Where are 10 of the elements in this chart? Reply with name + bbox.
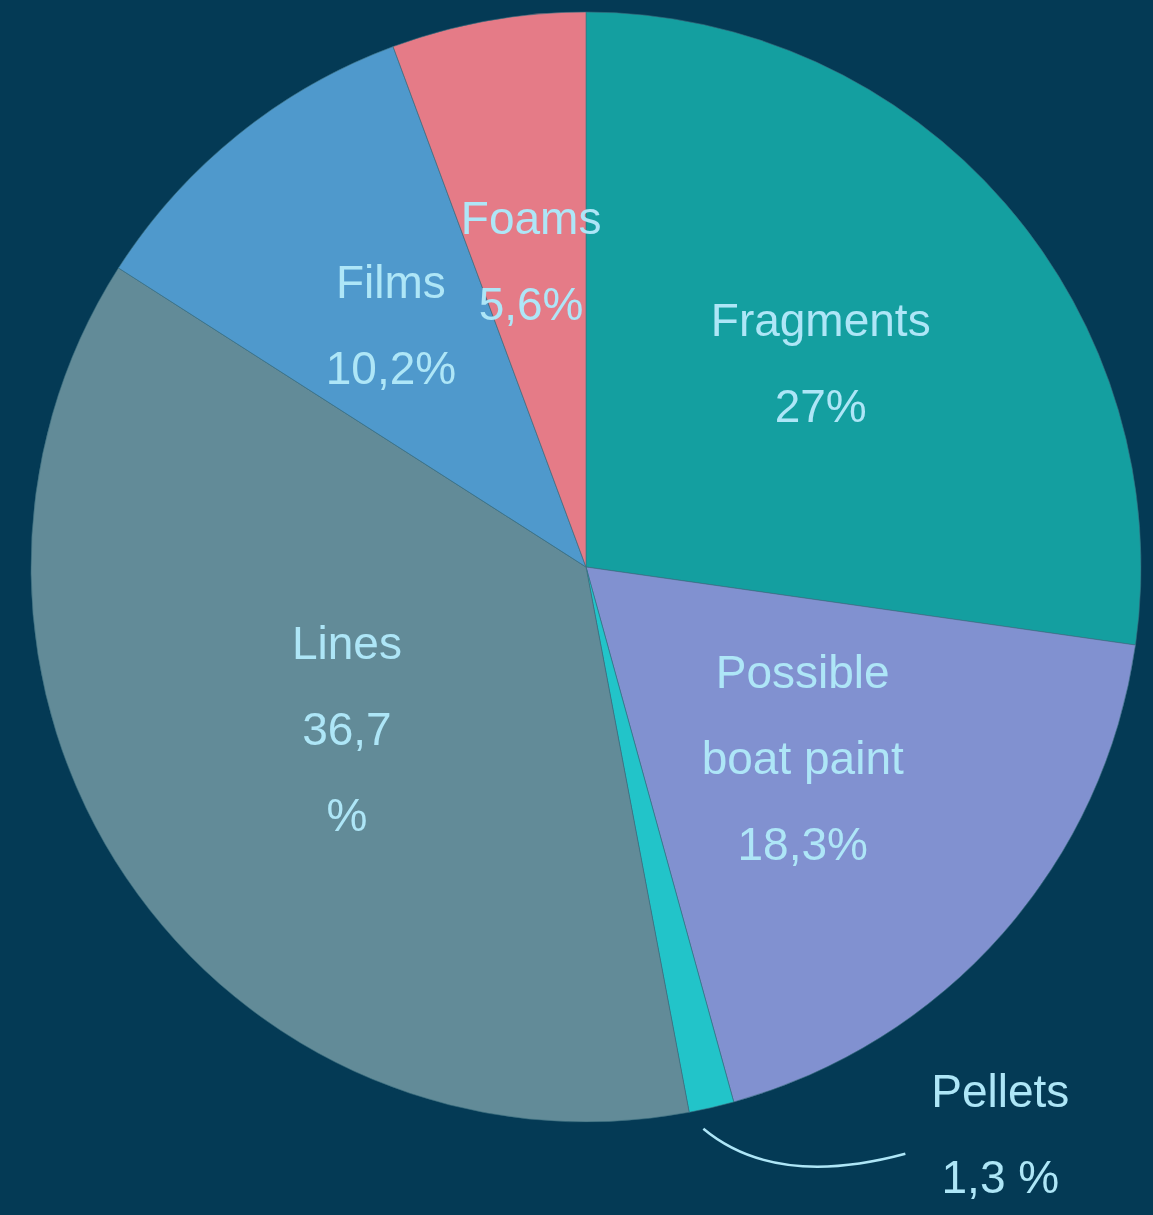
slice-label: Fragments — [710, 294, 931, 347]
data-label: 18,3% — [737, 817, 868, 870]
data-label: 10,2% — [325, 342, 457, 395]
data-label: 27% — [774, 380, 867, 433]
slice-label: Films — [336, 256, 446, 309]
slice-label: Possible boat paint — [701, 645, 904, 784]
data-label: 1,3 % — [941, 1150, 1060, 1203]
data-label: 36,7 % — [302, 702, 392, 841]
slice-label: Pellets — [931, 1064, 1070, 1117]
slice-label: Lines — [291, 616, 402, 669]
